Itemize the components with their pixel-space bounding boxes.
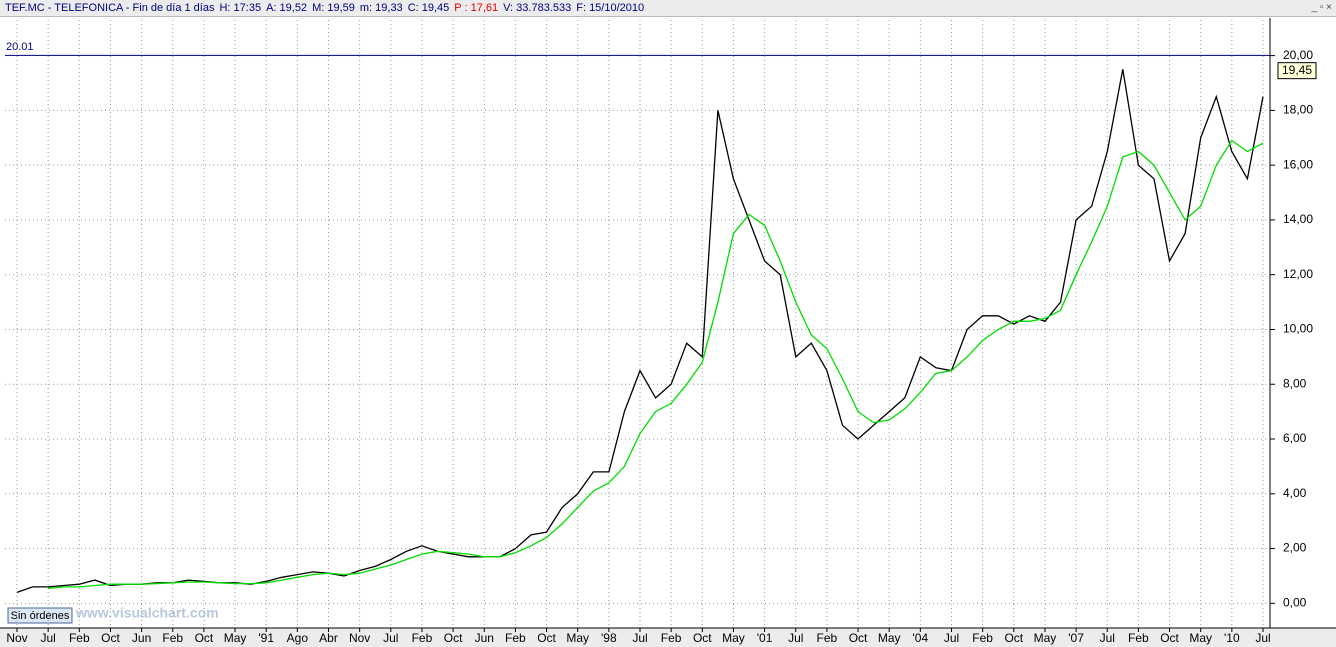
x-axis-bar xyxy=(0,628,1336,647)
header-field: A: 19,52 xyxy=(266,2,308,14)
x-tick-label: Feb xyxy=(412,631,433,645)
x-tick-label: Oct xyxy=(537,631,556,645)
y-tick-label: 18,00 xyxy=(1283,103,1313,117)
header-field: TEF.MC - TELEFONICA - Fin de día 1 días xyxy=(5,2,215,14)
price-line xyxy=(48,139,1264,589)
y-tick-label: 20,00 xyxy=(1283,48,1313,62)
x-tick-label: Oct xyxy=(444,631,463,645)
x-tick-label: Oct xyxy=(1160,631,1179,645)
x-tick-label: Oct xyxy=(1004,631,1023,645)
orders-button-label: Sin órdenes xyxy=(11,610,70,622)
header-field: m: 19,33 xyxy=(359,2,403,14)
x-tick-label: Feb xyxy=(505,631,526,645)
x-tick-label: '01 xyxy=(757,631,773,645)
y-tick-label: 6,00 xyxy=(1283,431,1307,445)
x-tick-label: '98 xyxy=(601,631,617,645)
x-tick-label: Jun xyxy=(475,631,494,645)
x-tick-label: May xyxy=(722,631,745,645)
x-tick-label: Oct xyxy=(195,631,214,645)
x-tick-label: '91 xyxy=(258,631,274,645)
price-line xyxy=(16,69,1264,594)
x-tick-label: Jun xyxy=(132,631,151,645)
y-tick-label: 12,00 xyxy=(1283,267,1313,281)
y-tick-label: 16,00 xyxy=(1283,157,1313,171)
orders-button[interactable] xyxy=(7,607,73,624)
x-tick-label: Feb xyxy=(162,631,183,645)
x-tick-label: Feb xyxy=(661,631,682,645)
y-tick-label: 8,00 xyxy=(1283,376,1307,390)
header-field: F: 15/10/2010 xyxy=(576,2,645,14)
header-field: H: 17:35 xyxy=(219,2,262,14)
x-tick-label: '04 xyxy=(913,631,929,645)
y-tick-label: 4,00 xyxy=(1283,486,1307,500)
x-tick-label: Jul xyxy=(383,631,398,645)
header-field: V: 33.783.533 xyxy=(503,2,572,14)
x-tick-label: Oct xyxy=(849,631,868,645)
header-bar: TEF.MC - TELEFONICA - Fin de día 1 días H… xyxy=(0,0,1336,17)
x-tick-label: Nov xyxy=(6,631,27,645)
y-tick-label: 10,00 xyxy=(1283,322,1313,336)
x-tick-label: May xyxy=(224,631,247,645)
last-price-box xyxy=(1277,62,1317,80)
x-tick-label: May xyxy=(1189,631,1212,645)
x-tick-label: Jul xyxy=(1255,631,1270,645)
x-tick-label: May xyxy=(566,631,589,645)
x-tick-label: Ago xyxy=(287,631,309,645)
window-buttons[interactable]: _ ▫ × xyxy=(1311,2,1332,13)
y-tick-label: 14,00 xyxy=(1283,212,1313,226)
x-tick-label: May xyxy=(878,631,901,645)
x-tick-label: May xyxy=(1034,631,1057,645)
x-tick-label: Feb xyxy=(817,631,838,645)
header-field: P : 17,61 xyxy=(454,2,499,14)
x-tick-label: Jul xyxy=(632,631,647,645)
x-tick-label: Abr xyxy=(319,631,338,645)
header-field: M: 19,59 xyxy=(312,2,355,14)
x-tick-label: Jul xyxy=(788,631,803,645)
x-tick-label: Oct xyxy=(101,631,120,645)
x-tick-label: '10 xyxy=(1224,631,1240,645)
x-tick-label: Feb xyxy=(972,631,993,645)
x-tick-label: Jul xyxy=(944,631,959,645)
header-field: C: 19,45 xyxy=(407,2,450,14)
x-tick-label: '07 xyxy=(1068,631,1084,645)
x-tick-label: Nov xyxy=(349,631,370,645)
watermark: www.visualchart.com xyxy=(75,605,219,621)
x-tick-label: Jul xyxy=(1100,631,1115,645)
y-tick-label: 2,00 xyxy=(1283,541,1307,555)
x-tick-label: Jul xyxy=(40,631,55,645)
reference-label: 20.01 xyxy=(6,41,34,53)
last-price-label: 19,45 xyxy=(1282,63,1312,77)
y-tick-label: 0,00 xyxy=(1283,596,1307,610)
x-tick-label: Feb xyxy=(1128,631,1149,645)
x-tick-label: Feb xyxy=(69,631,90,645)
x-tick-label: Oct xyxy=(693,631,712,645)
